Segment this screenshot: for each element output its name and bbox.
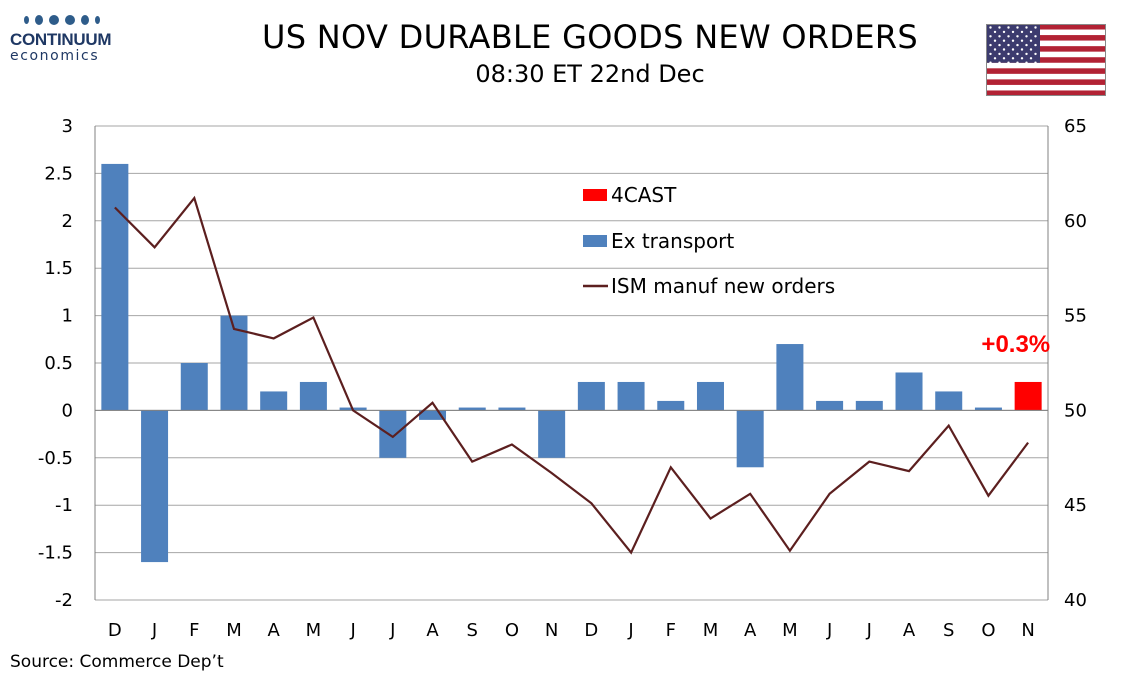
- x-tick-label: J: [389, 620, 395, 641]
- y-left-tick-label: 1.5: [44, 258, 73, 279]
- ex-transport-bar: [816, 400, 844, 411]
- y-left-tick-label: 1: [62, 306, 73, 327]
- ex-transport-bar: [577, 381, 605, 411]
- x-tick-label: A: [268, 620, 281, 641]
- x-tick-label: J: [151, 620, 157, 641]
- source-note: Source: Commerce Dep’t: [10, 652, 224, 672]
- y-right-tick-label: 40: [1064, 590, 1087, 611]
- ex-transport-bar: [855, 400, 883, 411]
- x-tick-label: O: [505, 620, 519, 641]
- ex-transport-bar: [141, 410, 169, 563]
- legend-ex-transport-swatch: [583, 235, 607, 247]
- ex-transport-bar: [935, 391, 963, 411]
- y-left-tick-label: -1.5: [38, 543, 73, 564]
- forecast-value-label: +0.3%: [981, 331, 1050, 358]
- x-tick-label: M: [703, 620, 719, 641]
- ex-transport-bar: [538, 410, 566, 458]
- ex-transport-bar: [776, 344, 804, 411]
- x-tick-label: N: [1021, 620, 1034, 641]
- x-tick-label: J: [866, 620, 872, 641]
- x-tick-label: M: [306, 620, 322, 641]
- ex-transport-bar: [974, 407, 1002, 411]
- x-tick-label: A: [903, 620, 916, 641]
- legend-forecast-label: 4CAST: [611, 183, 677, 207]
- x-tick-label: J: [627, 620, 633, 641]
- ex-transport-bar: [379, 410, 407, 458]
- y-right-tick-label: 45: [1064, 495, 1087, 516]
- x-tick-label: S: [467, 620, 478, 641]
- y-right-tick-label: 55: [1064, 306, 1087, 327]
- legend-ex-transport-label: Ex transport: [611, 229, 734, 253]
- x-tick-label: N: [545, 620, 558, 641]
- y-left-tick-label: 3: [62, 116, 73, 137]
- x-tick-label: M: [782, 620, 798, 641]
- x-tick-label: J: [349, 620, 355, 641]
- y-left-tick-label: 0.5: [44, 353, 73, 374]
- ex-transport-bar: [736, 410, 764, 468]
- ex-transport-bar: [498, 407, 526, 411]
- ex-transport-bar: [419, 410, 447, 420]
- x-tick-label: A: [744, 620, 757, 641]
- logo-dots-icon: [24, 12, 135, 28]
- x-tick-label: M: [226, 620, 242, 641]
- y-right-tick-label: 60: [1064, 211, 1087, 232]
- x-tick-label: A: [426, 620, 439, 641]
- legend-ism-label: ISM manuf new orders: [611, 274, 835, 298]
- ism-new-orders-line: [114, 195, 1029, 555]
- ex-transport-bar: [180, 363, 208, 411]
- ex-transport-bar: [299, 381, 327, 411]
- x-tick-label: F: [189, 620, 199, 641]
- x-tick-label: J: [826, 620, 832, 641]
- logo-name: CONTINUUM: [10, 30, 112, 49]
- y-left-tick-label: 2.5: [44, 163, 73, 184]
- y-right-tick-label: 65: [1064, 116, 1087, 137]
- y-left-tick-label: 2: [62, 211, 73, 232]
- ex-transport-bar: [696, 381, 724, 411]
- chart-subtitle: 08:30 ET 22nd Dec: [475, 60, 705, 88]
- y-left-tick-label: 0: [62, 400, 73, 421]
- y-left-tick-label: -2: [55, 590, 73, 611]
- x-tick-label: O: [981, 620, 995, 641]
- ex-transport-bar: [895, 372, 923, 411]
- y-left-tick-label: -0.5: [38, 448, 73, 469]
- chart-title: US NOV DURABLE GOODS NEW ORDERS: [262, 18, 918, 56]
- x-tick-label: S: [943, 620, 954, 641]
- x-tick-label: D: [108, 620, 122, 641]
- x-tick-label: D: [584, 620, 598, 641]
- forecast-bar: [1014, 381, 1042, 411]
- ex-transport-bar: [617, 381, 645, 411]
- ex-transport-bar: [260, 391, 288, 411]
- continuum-logo: CONTINUUM economics: [10, 12, 135, 76]
- y-right-tick-label: 50: [1064, 400, 1087, 421]
- ex-transport-bar: [458, 407, 486, 411]
- y-left-tick-label: -1: [55, 495, 73, 516]
- ex-transport-bar: [657, 400, 685, 411]
- logo-subtitle: economics: [10, 48, 100, 64]
- x-tick-label: F: [666, 620, 676, 641]
- us-flag-icon: [986, 24, 1106, 96]
- ex-transport-bar: [101, 163, 129, 411]
- legend-forecast-swatch: [583, 189, 607, 201]
